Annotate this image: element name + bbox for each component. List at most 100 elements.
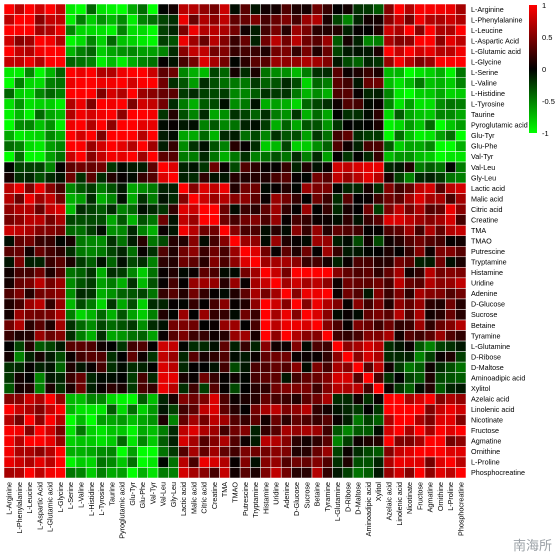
- heatmap-cell: [322, 372, 333, 384]
- heatmap-cell: [137, 467, 148, 479]
- heatmap-cell: [55, 35, 66, 47]
- heatmap-cell: [126, 309, 138, 321]
- heatmap-cell: [414, 467, 426, 479]
- heatmap-cell: [168, 98, 179, 110]
- heatmap-cell: [280, 467, 292, 479]
- heatmap-cell: [383, 130, 395, 142]
- heatmap-cell: [404, 372, 415, 384]
- heatmap-cell: [311, 56, 323, 68]
- heatmap-cell: [198, 151, 210, 163]
- row-label: L-Leucine: [471, 26, 503, 35]
- heatmap-cell: [311, 404, 323, 416]
- heatmap-cell: [14, 45, 25, 57]
- heatmap-cell: [404, 172, 415, 184]
- heatmap-cell: [147, 372, 159, 384]
- heatmap-cell: [75, 161, 87, 173]
- heatmap-cell: [250, 456, 261, 468]
- heatmap-cell: [188, 182, 200, 194]
- heatmap-cell: [250, 414, 261, 426]
- heatmap-cell: [311, 24, 323, 36]
- heatmap-cell: [280, 203, 292, 215]
- heatmap-cell: [44, 98, 56, 110]
- heatmap-cell: [455, 172, 467, 184]
- heatmap-cell: [301, 3, 313, 15]
- heatmap-cell: [291, 151, 302, 163]
- heatmap-cell: [393, 330, 405, 342]
- heatmap-cell: [445, 298, 456, 310]
- heatmap-cell: [24, 193, 36, 205]
- heatmap-cell: [434, 256, 446, 268]
- heatmap-cell: [455, 45, 467, 57]
- heatmap-cell: [55, 214, 66, 226]
- heatmap-cell: [116, 182, 128, 194]
- heatmap-cell: [260, 3, 272, 15]
- heatmap-cell: [414, 182, 426, 194]
- heatmap-cell: [116, 119, 128, 131]
- heatmap-cell: [65, 361, 77, 373]
- heatmap-cell: [291, 330, 302, 342]
- heatmap-cell: [188, 24, 200, 36]
- heatmap-cell: [239, 214, 251, 226]
- heatmap-cell: [44, 330, 56, 342]
- heatmap-cell: [445, 277, 456, 289]
- heatmap-cell: [393, 77, 405, 89]
- heatmap-cell: [322, 77, 333, 89]
- row-label: Val-Tyr: [471, 152, 494, 161]
- heatmap-cell: [168, 330, 179, 342]
- heatmap-cell: [373, 151, 385, 163]
- row-label: Glu-Phe: [471, 142, 497, 151]
- heatmap-cell: [65, 414, 77, 426]
- heatmap-cell: [383, 446, 395, 458]
- heatmap-cell: [106, 298, 118, 310]
- heatmap-cell: [301, 393, 313, 405]
- heatmap-cell: [14, 404, 25, 416]
- heatmap-cell: [65, 14, 77, 26]
- heatmap-cell: [373, 277, 385, 289]
- heatmap-cell: [270, 193, 282, 205]
- heatmap-cell: [137, 161, 148, 173]
- heatmap-cell: [75, 246, 87, 258]
- heatmap-cell: [65, 372, 77, 384]
- heatmap-cell: [178, 414, 190, 426]
- heatmap-cell: [455, 77, 467, 89]
- heatmap-cell: [55, 267, 66, 279]
- heatmap-cell: [434, 161, 446, 173]
- heatmap-cell: [455, 330, 467, 342]
- heatmap-cell: [280, 435, 292, 447]
- heatmap-cell: [126, 214, 138, 226]
- heatmap-cell: [239, 446, 251, 458]
- heatmap-cell: [188, 467, 200, 479]
- heatmap-cell: [445, 235, 456, 247]
- heatmap-cell: [3, 267, 15, 279]
- heatmap-cell: [106, 414, 118, 426]
- heatmap-cell: [147, 66, 159, 78]
- heatmap-cell: [250, 372, 261, 384]
- heatmap-cell: [3, 404, 15, 416]
- heatmap-cell: [85, 330, 97, 342]
- heatmap-cell: [34, 203, 46, 215]
- heatmap-cell: [3, 288, 15, 300]
- heatmap-cell: [383, 88, 395, 100]
- heatmap-cell: [445, 24, 456, 36]
- heatmap-cell: [434, 319, 446, 331]
- heatmap-cell: [75, 77, 87, 89]
- heatmap-cell: [455, 267, 467, 279]
- row-label: Lactic acid: [471, 184, 505, 193]
- heatmap-cell: [445, 140, 456, 152]
- heatmap-cell: [280, 351, 292, 363]
- heatmap-cell: [75, 140, 87, 152]
- heatmap-cell: [250, 235, 261, 247]
- heatmap-cell: [393, 309, 405, 321]
- heatmap-cell: [96, 151, 107, 163]
- heatmap-cell: [445, 456, 456, 468]
- heatmap-cell: [239, 151, 251, 163]
- heatmap-cell: [301, 224, 313, 236]
- heatmap-cell: [55, 414, 66, 426]
- heatmap-cell: [188, 193, 200, 205]
- heatmap-cell: [75, 224, 87, 236]
- heatmap-cell: [301, 172, 313, 184]
- heatmap-cell: [188, 361, 200, 373]
- heatmap-cell: [332, 256, 344, 268]
- heatmap-cell: [434, 35, 446, 47]
- heatmap-cell: [363, 140, 374, 152]
